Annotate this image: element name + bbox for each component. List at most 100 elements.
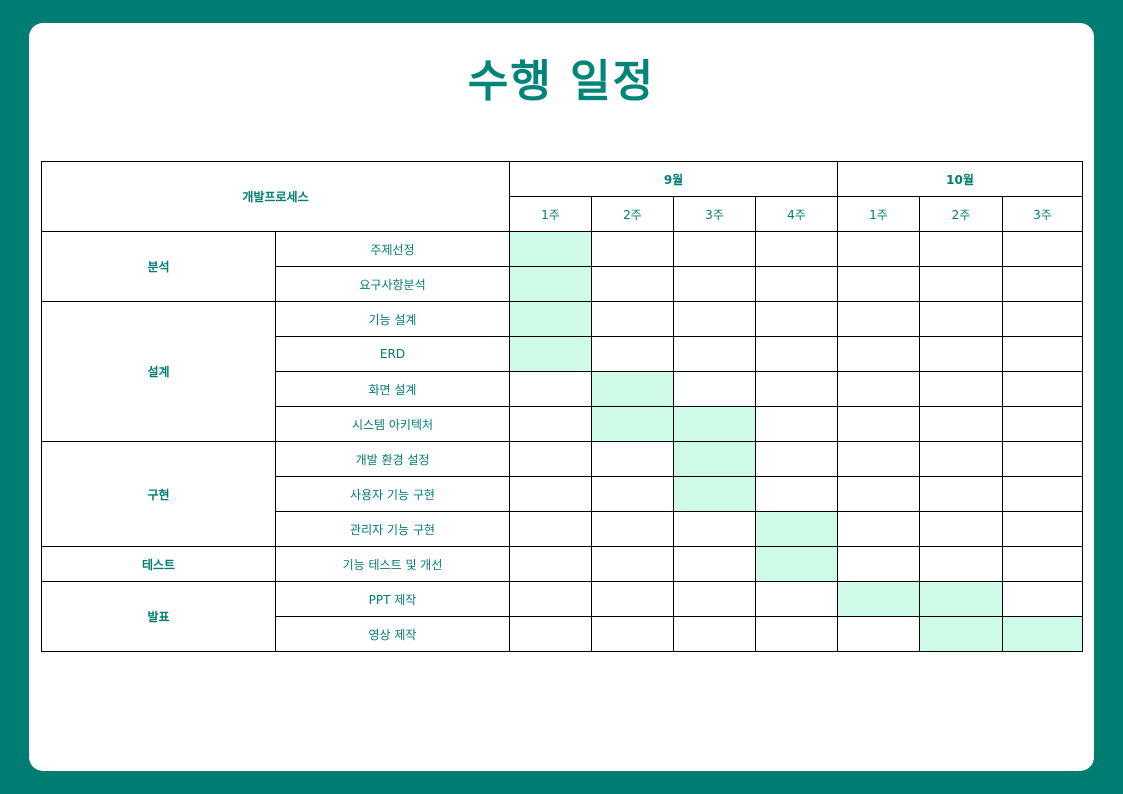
process-header-cell: 개발프로세스: [41, 161, 510, 232]
table-row: 설계 기능 설계: [41, 301, 1084, 442]
week-header-cell: 1주: [509, 196, 592, 232]
schedule-cell: [591, 441, 674, 477]
slide-card: 수행 일정 개발프로세스 9월 10월 1주 2주 3주 4주 1: [29, 23, 1094, 771]
schedule-cell-filled: [1002, 616, 1084, 652]
schedule-cell: [1002, 406, 1084, 442]
phase-cell: 구현: [41, 441, 276, 547]
schedule-cell: [837, 301, 921, 337]
schedule-cell: [919, 266, 1004, 302]
table-row: 관리자 기능 구현: [42, 511, 1084, 547]
schedule-cell-filled: [837, 581, 921, 617]
schedule-cell-filled: [754, 511, 839, 547]
schedule-cell-filled: [591, 406, 674, 442]
schedule-cell: [754, 231, 839, 267]
schedule-cell: [1002, 301, 1084, 337]
schedule-cell: [1002, 441, 1084, 477]
schedule-cell: [673, 371, 756, 407]
table-row: ERD: [42, 336, 1084, 372]
schedule-cell: [754, 581, 839, 617]
schedule-cell: [754, 301, 839, 337]
schedule-cell: [1002, 511, 1084, 547]
schedule-cell: [919, 371, 1004, 407]
schedule-cell: [673, 546, 756, 582]
schedule-cell: [509, 406, 592, 442]
schedule-cell: [754, 406, 839, 442]
schedule-cell: [591, 511, 674, 547]
schedule-cell: [673, 616, 756, 652]
task-cell: 관리자 기능 구현: [275, 511, 510, 547]
schedule-cell: [673, 231, 756, 267]
schedule-cell: [837, 406, 921, 442]
page-title: 수행 일정: [467, 56, 656, 107]
task-cell: ERD: [275, 336, 510, 372]
schedule-cell-filled: [673, 476, 756, 512]
table-row: 요구사항분석: [42, 266, 1084, 302]
schedule-cell: [837, 441, 921, 477]
schedule-cell: [591, 301, 674, 337]
week-header-cell: 2주: [591, 196, 674, 232]
schedule-cell: [837, 336, 921, 372]
schedule-cell: [919, 301, 1004, 337]
schedule-cell: [591, 336, 674, 372]
schedule-cell: [1002, 476, 1084, 512]
week-header-cell: 3주: [673, 196, 756, 232]
schedule-cell: [509, 511, 592, 547]
schedule-cell: [509, 581, 592, 617]
schedule-cell: [919, 231, 1004, 267]
schedule-cell-filled: [509, 266, 592, 302]
schedule-cell: [919, 511, 1004, 547]
schedule-cell: [1002, 266, 1084, 302]
schedule-cell: [837, 231, 921, 267]
task-cell: 기능 설계: [275, 301, 510, 337]
week-header-cell: 4주: [754, 196, 839, 232]
schedule-cell: [673, 581, 756, 617]
schedule-cell: [591, 546, 674, 582]
table-row: 분석 주제선정: [41, 231, 1084, 302]
task-cell: PPT 제작: [275, 581, 510, 617]
schedule-cell: [591, 616, 674, 652]
schedule-cell: [509, 441, 592, 477]
schedule-cell: [754, 616, 839, 652]
schedule-cell: [1002, 371, 1084, 407]
schedule-cell-filled: [673, 406, 756, 442]
schedule-cell: [509, 616, 592, 652]
table-row: 발표 PPT 제작: [41, 581, 1084, 652]
schedule-cell-filled: [509, 301, 592, 337]
schedule-cell: [919, 476, 1004, 512]
task-cell: 시스템 아키텍처: [275, 406, 510, 442]
schedule-table: 개발프로세스 9월 10월 1주 2주 3주 4주 1주 2주 3주 분석 주제선…: [41, 161, 1084, 652]
schedule-cell: [754, 441, 839, 477]
phase-cell: 발표: [41, 581, 276, 652]
table-row: 사용자 기능 구현: [42, 476, 1084, 512]
schedule-cell-filled: [509, 231, 592, 267]
schedule-cell: [754, 371, 839, 407]
schedule-cell: [1002, 546, 1084, 582]
schedule-cell: [837, 511, 921, 547]
schedule-cell: [1002, 231, 1084, 267]
task-cell: 화면 설계: [275, 371, 510, 407]
schedule-cell: [673, 336, 756, 372]
schedule-cell: [673, 301, 756, 337]
schedule-cell: [837, 546, 921, 582]
task-cell: 개발 환경 설정: [275, 441, 510, 477]
task-cell: 사용자 기능 구현: [275, 476, 510, 512]
schedule-cell: [591, 476, 674, 512]
schedule-cell: [591, 266, 674, 302]
table-row: 구현 개발 환경 설정: [41, 441, 1084, 547]
schedule-cell: [1002, 336, 1084, 372]
schedule-cell-filled: [919, 581, 1004, 617]
month-header-october: 10월: [837, 161, 1084, 197]
phase-cell: 테스트: [41, 546, 276, 582]
schedule-cell: [673, 511, 756, 547]
task-cell: 주제선정: [275, 231, 510, 267]
schedule-cell: [837, 476, 921, 512]
schedule-cell-filled: [919, 616, 1004, 652]
schedule-cell: [1002, 581, 1084, 617]
schedule-cell: [754, 266, 839, 302]
schedule-cell: [509, 546, 592, 582]
week-header-cell: 1주: [837, 196, 921, 232]
week-header-cell: 2주: [919, 196, 1004, 232]
table-row: 화면 설계: [42, 371, 1084, 407]
month-header-row: 개발프로세스 9월 10월: [41, 161, 1084, 232]
schedule-cell: [754, 476, 839, 512]
